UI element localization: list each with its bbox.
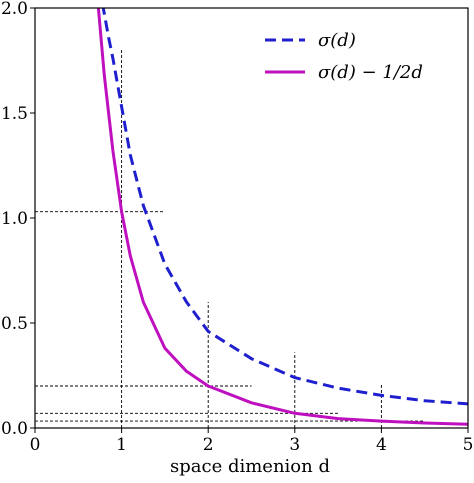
- axes: 0 1 2 3 4 5 0.0 0.5 1.0 1.5 2.0: [1, 0, 473, 455]
- legend: σ(d) σ(d) − 1/2d: [265, 30, 423, 83]
- x-tick-label-1: 0: [30, 435, 41, 455]
- x-tick-label-6: 5: [463, 435, 474, 455]
- y-tick-label-4: 1.5: [1, 104, 28, 124]
- y-tick-label-5: 2.0: [1, 0, 28, 19]
- y-tick-label-2: 0.5: [1, 314, 28, 334]
- series-line-1: [101, 8, 468, 406]
- x-tick-label-4: 3: [289, 435, 300, 455]
- x-axis-title: space dimenion d: [170, 456, 330, 477]
- series-line-2: [96, 8, 468, 426]
- y-tick-label-3: 1.0: [1, 209, 28, 229]
- series-layer: [96, 8, 468, 426]
- y-tick-label-1: 0.0: [1, 419, 28, 439]
- x-tick-label-5: 4: [376, 435, 387, 455]
- legend-label-1: σ(d): [318, 30, 356, 51]
- x-tick-label-3: 2: [203, 435, 214, 455]
- x-tick-label-2: 1: [116, 435, 127, 455]
- reference-lines: [35, 50, 425, 428]
- legend-label-2: σ(d) − 1/2d: [318, 62, 423, 83]
